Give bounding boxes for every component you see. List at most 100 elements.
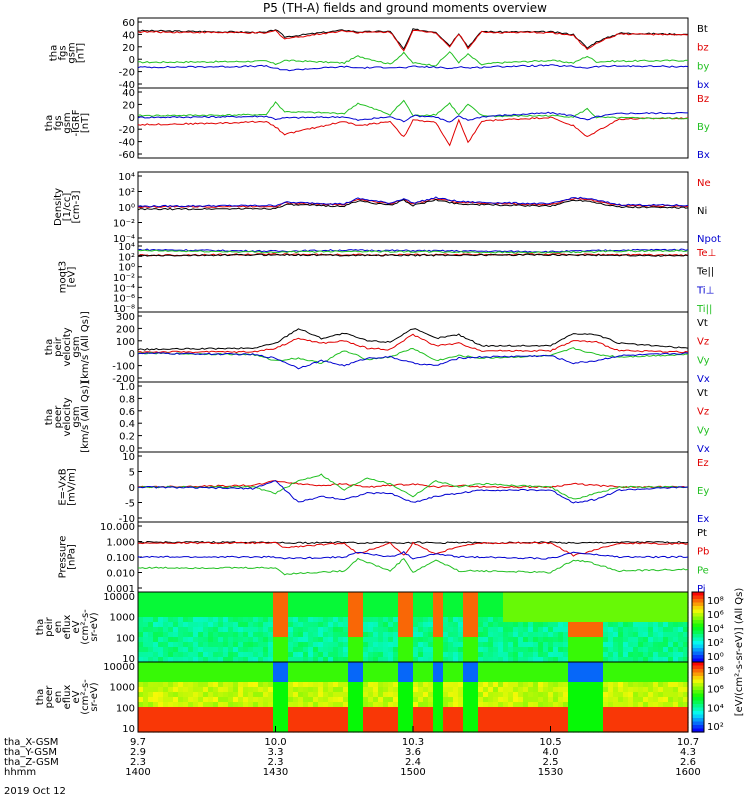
heat-cell [263, 657, 269, 663]
colorbar-segment [692, 704, 704, 709]
heat-cell [153, 687, 159, 693]
heat-cell [153, 607, 159, 613]
heat-cell [468, 642, 474, 648]
heat-cell [578, 637, 584, 643]
heat-cell [193, 607, 199, 613]
heat-cell [408, 612, 414, 618]
heat-cell [198, 647, 204, 653]
heat-cell [333, 637, 339, 643]
heat-cell [608, 692, 614, 698]
heat-cell [293, 717, 299, 723]
heat-cell [433, 657, 439, 663]
heat-cell [368, 607, 374, 613]
heat-cell [208, 677, 214, 683]
heat-cell [408, 637, 414, 643]
heat-cell [283, 597, 289, 603]
heat-cell [183, 652, 189, 658]
heat-cell [208, 647, 214, 653]
heat-cell [278, 697, 284, 703]
heat-cell [558, 692, 564, 698]
heat-cell [598, 612, 604, 618]
heat-cell [433, 727, 439, 733]
heat-cell [553, 612, 559, 618]
heat-cell [538, 637, 544, 643]
heat-cell [358, 662, 364, 668]
heat-cell [298, 632, 304, 638]
heat-cell [373, 677, 379, 683]
heat-cell [433, 647, 439, 653]
heat-cell [268, 702, 274, 708]
heat-cell [168, 662, 174, 668]
heat-cell [308, 682, 314, 688]
heat-cell [243, 602, 249, 608]
heat-cell [323, 622, 329, 628]
heat-cell [153, 647, 159, 653]
heat-cell [258, 597, 264, 603]
heat-cell [478, 707, 484, 713]
heat-cell [153, 717, 159, 723]
heat-cell [468, 672, 474, 678]
heat-cell [543, 692, 549, 698]
heat-cell [633, 672, 639, 678]
heat-cell [453, 612, 459, 618]
heat-cell [223, 617, 229, 623]
heat-cell [673, 642, 679, 648]
heat-cell [238, 647, 244, 653]
heat-cell [533, 677, 539, 683]
heat-cell [583, 712, 589, 718]
heat-cell [323, 717, 329, 723]
heat-cell [253, 682, 259, 688]
heat-cell [568, 722, 574, 728]
heat-cell [258, 682, 264, 688]
heat-cell [193, 672, 199, 678]
heat-cell [488, 702, 494, 708]
heat-cell [203, 657, 209, 663]
heat-cell [513, 697, 519, 703]
heat-cell [458, 607, 464, 613]
heat-cell [458, 687, 464, 693]
heat-cell [318, 702, 324, 708]
heat-cell [643, 667, 649, 673]
heat-cell [368, 612, 374, 618]
heat-cell [498, 697, 504, 703]
heat-cell [168, 727, 174, 733]
heat-cell [138, 692, 144, 698]
heat-cell [653, 617, 659, 623]
heat-cell [603, 607, 609, 613]
heat-cell [253, 632, 259, 638]
heat-cell [238, 682, 244, 688]
heat-cell [353, 612, 359, 618]
heat-cell [643, 602, 649, 608]
heat-cell [198, 662, 204, 668]
panel-ylabel: eflux [62, 615, 73, 640]
heat-cell [208, 707, 214, 713]
heat-cell [513, 657, 519, 663]
heat-cell [613, 612, 619, 618]
heat-cell [358, 597, 364, 603]
heat-cell [593, 692, 599, 698]
legend-entry: Ex [697, 514, 709, 525]
heat-cell [423, 677, 429, 683]
heat-cell [603, 662, 609, 668]
heat-cell [283, 632, 289, 638]
panel-ylabel: -IGRF [71, 109, 82, 136]
heat-cell [228, 672, 234, 678]
heat-cell [643, 652, 649, 658]
heat-cell [213, 687, 219, 693]
heat-cell [403, 652, 409, 658]
heat-cell [383, 607, 389, 613]
heat-cell [553, 672, 559, 678]
heat-cell [393, 687, 399, 693]
colorbar-tick-label: 10⁴ [707, 703, 724, 714]
heat-cell [268, 602, 274, 608]
heat-cell [243, 637, 249, 643]
heat-cell [473, 647, 479, 653]
heat-cell [243, 607, 249, 613]
heat-cell [168, 602, 174, 608]
heat-cell [463, 682, 469, 688]
heat-cell [208, 622, 214, 628]
heat-cell [438, 707, 444, 713]
heat-cell [273, 657, 279, 663]
y-tick-label: -5 [125, 499, 135, 510]
heat-cell [623, 712, 629, 718]
